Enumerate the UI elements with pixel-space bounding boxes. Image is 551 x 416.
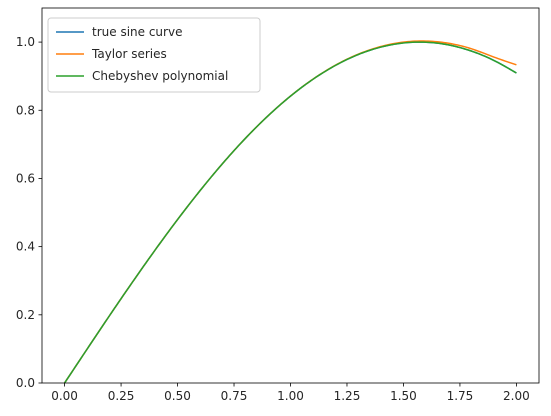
y-tick-label: 0.6: [16, 171, 35, 185]
x-tick-label: 0.75: [221, 389, 248, 403]
y-tick-label: 1.0: [16, 35, 35, 49]
x-axis: 0.00 0.25 0.50 0.75 1.00 1.25 1.50 1.75 2.00: [51, 383, 530, 403]
x-tick-label: 1.75: [447, 389, 474, 403]
x-tick-label: 2.00: [503, 389, 530, 403]
x-tick-label: 1.50: [390, 389, 417, 403]
x-tick-label: 0.00: [51, 389, 78, 403]
y-tick-label: 0.8: [16, 103, 35, 117]
legend-label: Taylor series: [91, 47, 167, 61]
x-tick-label: 0.25: [108, 389, 135, 403]
x-tick-label: 0.50: [164, 389, 191, 403]
series-lines: [63, 40, 517, 384]
series-line-3: [63, 41, 517, 384]
legend-box: [47, 17, 261, 93]
legend-label: true sine curve: [92, 25, 182, 39]
y-tick-label: 0.4: [16, 240, 35, 254]
y-tick-label: 0.0: [16, 376, 35, 390]
series-line-1: [63, 41, 517, 384]
legend-label: Chebyshev polynomial: [92, 69, 228, 83]
y-axis: 0.0 0.2 0.4 0.6 0.8 1.0: [16, 35, 42, 390]
x-tick-label: 1.00: [277, 389, 304, 403]
y-tick-label: 0.2: [16, 308, 35, 322]
x-tick-label: 1.25: [334, 389, 361, 403]
legend: true sine curve Taylor series Chebyshev po…: [47, 17, 261, 93]
